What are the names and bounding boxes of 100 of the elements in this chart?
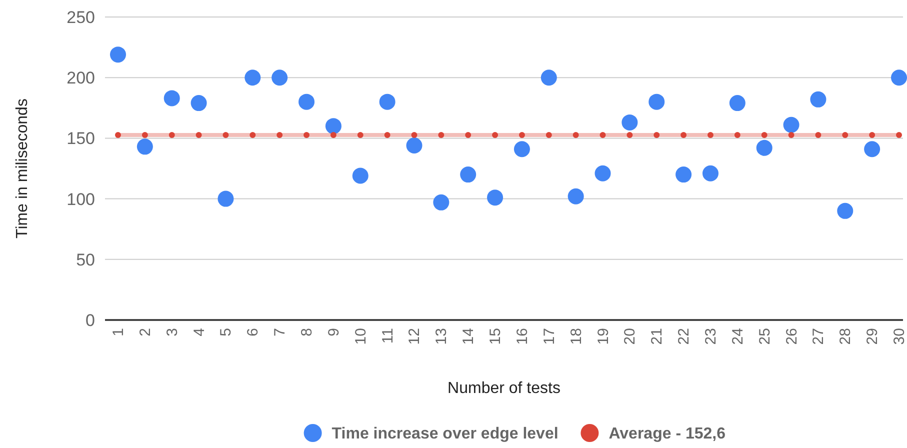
y-tick-label: 150	[66, 129, 95, 148]
point	[546, 132, 552, 138]
legend-label: Time increase over edge level	[332, 426, 558, 443]
point	[783, 116, 800, 133]
point	[190, 95, 207, 112]
point	[460, 166, 476, 183]
point	[487, 190, 504, 206]
point	[142, 132, 148, 138]
point	[756, 140, 772, 156]
x-tick-label: 21	[648, 328, 666, 345]
point	[572, 132, 579, 138]
point	[352, 168, 368, 184]
x-tick-label: 29	[864, 328, 882, 345]
point	[218, 190, 234, 207]
point	[411, 132, 418, 138]
legend-label: Average - 152,6	[608, 426, 726, 443]
point	[707, 132, 714, 138]
point	[250, 132, 256, 138]
point	[222, 132, 229, 138]
point	[330, 132, 336, 138]
x-tick-label: 18	[568, 328, 585, 345]
x-tick-label: 3	[164, 328, 181, 336]
x-tick-label: 16	[514, 328, 531, 345]
x-tick-label: 17	[540, 328, 558, 345]
x-tick-label: 25	[756, 328, 774, 345]
y-tick-label: 50	[76, 250, 95, 270]
x-tick-label: 13	[433, 328, 450, 345]
y-tick-label: 0	[86, 310, 95, 330]
point	[896, 132, 902, 138]
x-tick-label: 5	[218, 328, 235, 336]
point	[810, 91, 826, 108]
point	[680, 132, 687, 138]
x-tick-label: 11	[379, 328, 396, 344]
point	[196, 132, 202, 138]
point	[654, 132, 660, 138]
y-tick-label: 200	[66, 68, 95, 88]
x-tick-label: 26	[783, 328, 800, 345]
point	[734, 132, 740, 138]
x-tick-label: 28	[837, 328, 854, 345]
point	[384, 132, 390, 138]
x-tick-label: 27	[810, 328, 828, 345]
point	[540, 70, 557, 86]
point	[514, 141, 530, 158]
point	[357, 132, 364, 138]
x-tick-label: 6	[244, 328, 262, 336]
point	[136, 138, 153, 155]
x-tick-label: 30	[891, 328, 907, 345]
point	[272, 70, 288, 86]
x-tick-label: 12	[406, 328, 424, 345]
point	[115, 132, 121, 138]
point	[648, 94, 665, 110]
point	[164, 90, 180, 106]
point	[465, 132, 472, 138]
x-tick-label: 8	[298, 328, 316, 336]
point	[869, 132, 876, 138]
x-tick-label: 7	[272, 328, 289, 336]
x-tick-label: 2	[136, 328, 154, 336]
y-axis-title: Time in miliseconds	[14, 98, 31, 238]
point	[325, 118, 342, 134]
point	[276, 132, 283, 138]
point	[815, 132, 822, 138]
point	[304, 132, 310, 138]
point	[837, 202, 854, 219]
point	[729, 95, 746, 112]
y-tick-label: 100	[66, 190, 95, 209]
point	[379, 94, 396, 110]
point	[702, 165, 718, 182]
point	[110, 46, 126, 63]
point	[891, 70, 907, 86]
point	[788, 132, 794, 138]
point	[298, 94, 315, 110]
point	[676, 166, 692, 183]
point	[406, 137, 422, 154]
point	[600, 132, 606, 138]
x-tick-label: 4	[190, 328, 208, 336]
x-axis-title: Number of tests	[448, 380, 560, 397]
x-tick-label: 22	[676, 328, 693, 345]
point	[864, 141, 880, 158]
x-tick-label: 14	[460, 328, 478, 345]
x-tick-label: 19	[594, 328, 612, 345]
x-tick-label: 10	[352, 328, 370, 345]
x-tick-label: 9	[325, 328, 342, 336]
point	[518, 132, 525, 138]
x-tick-label: 1	[110, 328, 127, 336]
point	[433, 194, 450, 210]
point	[594, 165, 611, 182]
point	[626, 132, 633, 138]
point	[622, 114, 638, 130]
point	[842, 132, 848, 138]
x-tick-label: 23	[702, 328, 720, 345]
x-tick-label: 20	[622, 328, 639, 345]
point	[168, 132, 175, 138]
x-tick-label: 15	[487, 328, 504, 345]
point	[761, 132, 768, 138]
point	[438, 132, 444, 138]
y-tick-label: 250	[66, 8, 95, 27]
x-tick-label: 24	[729, 328, 746, 345]
point	[568, 188, 584, 204]
point	[244, 70, 261, 86]
point	[492, 132, 498, 138]
